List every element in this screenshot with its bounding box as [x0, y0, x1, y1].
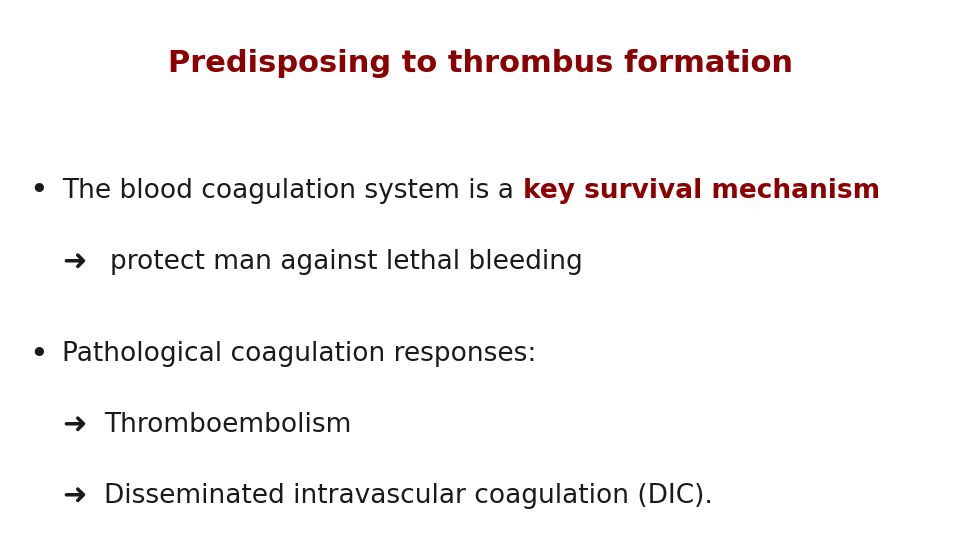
Text: ➜: ➜: [62, 411, 86, 439]
Text: •: •: [29, 339, 48, 370]
Text: ➜: ➜: [62, 482, 86, 510]
Text: ➜: ➜: [62, 247, 86, 276]
Text: Disseminated intravascular coagulation (DIC).: Disseminated intravascular coagulation (…: [104, 483, 712, 509]
Text: The blood coagulation system is a: The blood coagulation system is a: [62, 178, 522, 204]
Text: protect man against lethal bleeding: protect man against lethal bleeding: [110, 249, 583, 275]
Text: Predisposing to thrombus formation: Predisposing to thrombus formation: [167, 49, 793, 78]
Text: Pathological coagulation responses:: Pathological coagulation responses:: [62, 341, 537, 367]
Text: •: •: [29, 175, 48, 206]
Text: key survival mechanism: key survival mechanism: [522, 178, 879, 204]
Text: Thromboembolism: Thromboembolism: [104, 412, 351, 438]
